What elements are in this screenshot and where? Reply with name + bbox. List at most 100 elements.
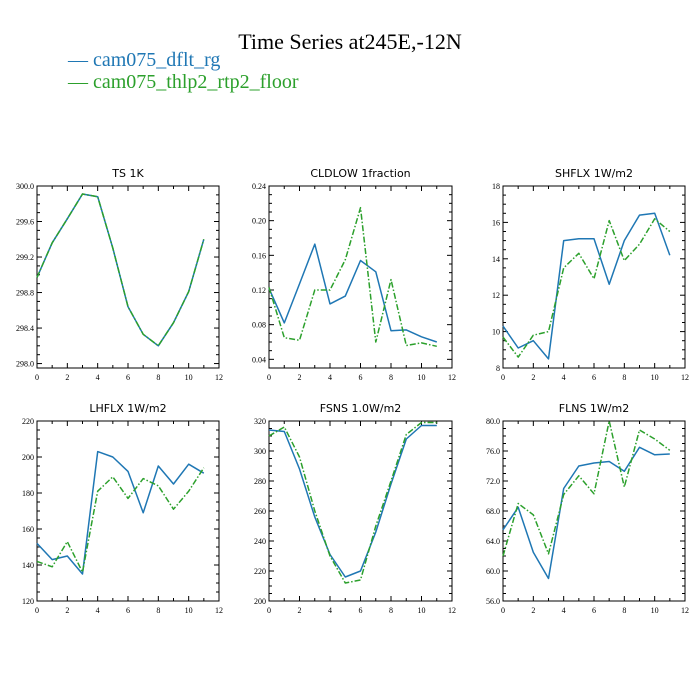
y-tick-label: 299.2 <box>16 253 34 262</box>
y-tick-label: 0.16 <box>252 251 266 260</box>
panel-2: CLDLOW 1fraction 0 2 4 6 8 10 12 0.04 0.08 0.12 0.1… <box>252 167 456 382</box>
plot-frame <box>502 420 686 602</box>
y-tick-label: 0.20 <box>252 217 266 226</box>
y-tick-label: 18 <box>492 182 500 191</box>
x-tick-label: 0 <box>35 606 39 615</box>
series-line-thlp2-rtp2-floor <box>36 193 205 347</box>
panel-title: CLDLOW 1fraction <box>310 167 410 180</box>
y-tick-label: 260 <box>254 507 266 516</box>
chart-title: Time Series at245E,-12N <box>238 29 462 54</box>
y-tick-label: 0.04 <box>252 355 266 364</box>
x-tick-label: 0 <box>267 373 271 382</box>
series-line-dflt-rg <box>268 243 438 343</box>
y-tick-label: 298.4 <box>16 324 34 333</box>
y-tick-label: 0.12 <box>252 286 266 295</box>
y-tick-label: 180 <box>22 489 34 498</box>
y-tick-label: 140 <box>22 561 34 570</box>
y-tick-label: 64.0 <box>486 537 500 546</box>
y-tick-label: 72.0 <box>486 477 500 486</box>
panel-title: FLNS 1W/m2 <box>559 402 629 415</box>
panel-5: FSNS 1.0W/m2 0 2 4 6 8 10 12 200 220 240 260 280 300 3… <box>254 402 456 615</box>
plot-frame <box>268 185 453 369</box>
x-tick-label: 10 <box>651 606 659 615</box>
x-tick-label: 6 <box>359 606 363 615</box>
x-tick-label: 8 <box>156 373 160 382</box>
series-line-thlp2-rtp2-floor <box>502 218 671 358</box>
x-tick-label: 12 <box>215 606 223 615</box>
legend-label: cam075_dflt_rg <box>93 49 221 71</box>
series-line-thlp2-rtp2-floor <box>502 420 671 557</box>
series-line-dflt-rg <box>502 212 671 360</box>
plot-frame <box>36 185 220 369</box>
x-tick-label: 2 <box>531 606 535 615</box>
x-tick-label: 10 <box>651 373 659 382</box>
y-tick-label: 160 <box>22 525 34 534</box>
series-line-dflt-rg <box>268 424 437 578</box>
x-tick-label: 4 <box>328 373 332 382</box>
legend-entry-2: — cam075_thlp2_rtp2_floor <box>68 71 299 94</box>
x-tick-label: 8 <box>389 373 393 382</box>
x-tick-label: 0 <box>501 606 505 615</box>
panel-6: FLNS 1W/m2 0 2 4 6 8 10 12 56.0 60.0 64.0 68.0 72.0 7… <box>486 402 689 615</box>
x-tick-label: 2 <box>298 373 302 382</box>
plot-frame <box>36 420 220 602</box>
series-line-thlp2-rtp2-floor <box>268 206 437 348</box>
panel-1: TS 1K 0 2 4 6 8 10 12 298.0 298.4 298.8 299.2 299.6 3… <box>16 167 223 382</box>
y-tick-label: 300 <box>254 447 266 456</box>
series-line-dflt-rg <box>502 446 670 580</box>
panel-3: SHFLX 1W/m2 0 2 4 6 8 10 12 8 10 12 14 16 18 <box>492 167 689 382</box>
x-tick-label: 12 <box>448 606 456 615</box>
x-tick-label: 12 <box>215 373 223 382</box>
x-tick-label: 0 <box>267 606 271 615</box>
series-line-dflt-rg <box>36 450 205 575</box>
y-tick-label: 10 <box>492 328 500 337</box>
x-tick-label: 4 <box>96 373 100 382</box>
x-tick-label: 2 <box>65 606 69 615</box>
y-tick-label: 76.0 <box>486 447 500 456</box>
legend-label: cam075_thlp2_rtp2_floor <box>93 71 299 93</box>
y-tick-label: 200 <box>254 597 266 606</box>
series-line-dflt-rg <box>36 193 205 347</box>
y-tick-label: 120 <box>22 597 34 606</box>
y-tick-label: 0.08 <box>252 321 266 330</box>
x-tick-label: 8 <box>622 606 626 615</box>
y-tick-label: 68.0 <box>486 507 500 516</box>
legend-entry-1: — cam075_dflt_rg <box>68 49 220 72</box>
legend-line-marker: — <box>68 49 88 71</box>
y-tick-label: 280 <box>254 477 266 486</box>
x-tick-label: 6 <box>592 606 596 615</box>
x-tick-label: 8 <box>156 606 160 615</box>
panel-title: FSNS 1.0W/m2 <box>320 402 402 415</box>
legend-line-marker: — <box>68 71 88 93</box>
y-tick-label: 298.0 <box>16 360 34 369</box>
y-tick-label: 14 <box>492 255 500 264</box>
y-tick-label: 299.6 <box>16 218 34 227</box>
x-tick-label: 4 <box>328 606 332 615</box>
y-tick-label: 16 <box>492 218 500 227</box>
panel-title: LHFLX 1W/m2 <box>89 402 166 415</box>
y-tick-label: 60.0 <box>486 567 500 576</box>
y-tick-label: 220 <box>254 567 266 576</box>
x-tick-label: 6 <box>359 373 363 382</box>
x-tick-label: 2 <box>298 606 302 615</box>
y-tick-label: 12 <box>492 291 500 300</box>
x-tick-label: 2 <box>531 373 535 382</box>
y-tick-label: 0.24 <box>252 182 266 191</box>
y-tick-label: 200 <box>22 453 34 462</box>
y-tick-label: 56.0 <box>486 597 500 606</box>
panel-4: LHFLX 1W/m2 0 2 4 6 8 10 12 120 140 160 180 200 220 <box>22 402 223 615</box>
x-tick-label: 4 <box>562 373 566 382</box>
x-tick-label: 6 <box>592 373 596 382</box>
x-tick-label: 0 <box>35 373 39 382</box>
series-line-thlp2-rtp2-floor <box>36 467 205 573</box>
y-tick-label: 80.0 <box>486 417 500 426</box>
x-tick-label: 2 <box>65 373 69 382</box>
x-tick-label: 12 <box>448 373 456 382</box>
x-tick-label: 0 <box>501 373 505 382</box>
x-tick-label: 6 <box>126 373 130 382</box>
y-tick-label: 320 <box>254 417 266 426</box>
x-tick-label: 10 <box>418 606 426 615</box>
x-tick-label: 4 <box>562 606 566 615</box>
y-tick-label: 220 <box>22 417 34 426</box>
